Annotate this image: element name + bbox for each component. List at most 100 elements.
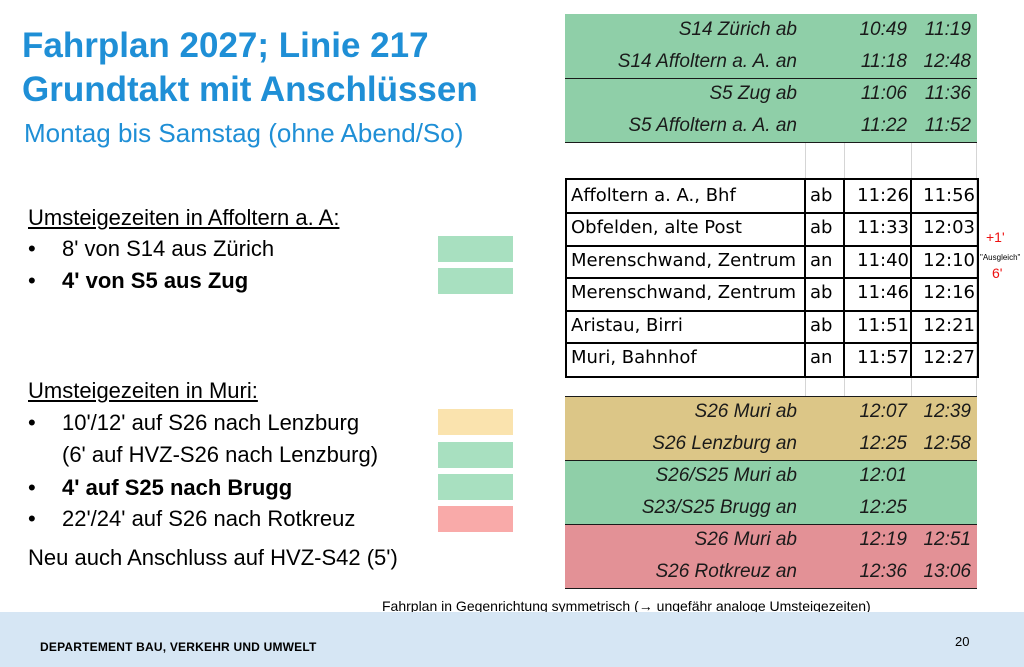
connection-row: S26/S25 Muri ab 12:01 bbox=[565, 460, 977, 492]
connection-row: S26 Muri ab 12:07 12:39 bbox=[565, 396, 977, 428]
time-2: 12:51 bbox=[923, 529, 971, 550]
yellow-swatch bbox=[438, 409, 513, 435]
time-1: 11:06 bbox=[860, 83, 907, 104]
bus-row: Muri, Bahnhof an 11:57 12:27 bbox=[567, 342, 979, 374]
time-2: 11:56 bbox=[923, 185, 975, 206]
muri-item-brugg: 4' auf S25 nach Brugg bbox=[62, 475, 293, 500]
new-connection-note: Neu auch Anschluss auf HVZ-S42 (5') bbox=[28, 545, 398, 570]
time-1: 11:33 bbox=[857, 217, 909, 238]
band-s26-rotkreuz bbox=[565, 524, 977, 588]
direction: ab bbox=[810, 217, 833, 238]
connection-row: S23/S25 Brugg an 12:25 bbox=[565, 492, 977, 524]
time-1: 11:18 bbox=[860, 51, 907, 72]
time-1: 12:19 bbox=[859, 529, 907, 550]
muri-item-lenzburg: 10'/12' auf S26 nach Lenzburg bbox=[62, 410, 360, 435]
stop-name: Merenschwand, Zentrum bbox=[571, 250, 797, 271]
time-2: 13:06 bbox=[923, 561, 971, 582]
band-s25-brugg bbox=[565, 460, 977, 524]
six-minutes-note: 6' bbox=[992, 265, 1003, 281]
time-2: 11:36 bbox=[924, 83, 971, 104]
green-swatch bbox=[438, 268, 513, 294]
page-title-line-2: Grundtakt mit Anschlüssen bbox=[22, 70, 478, 109]
department-label: DEPARTEMENT BAU, VERKEHR UND UMWELT bbox=[40, 640, 317, 654]
muri-item-hvz-lenzburg: (6' auf HVZ-S26 nach Lenzburg) bbox=[62, 442, 379, 467]
connection-label: S26 Lenzburg an bbox=[652, 433, 797, 454]
bullet-icon: • bbox=[28, 475, 36, 500]
direction: an bbox=[810, 250, 833, 271]
connection-label: S26 Muri ab bbox=[694, 529, 797, 550]
green-swatch bbox=[438, 442, 513, 468]
bullet-icon: • bbox=[28, 268, 36, 293]
time-2: 12:58 bbox=[923, 433, 971, 454]
ausgleich-note: "Ausgleich" bbox=[980, 253, 1021, 262]
stop-name: Muri, Bahnhof bbox=[571, 347, 697, 368]
time-2: 11:19 bbox=[924, 19, 971, 40]
band-s5 bbox=[565, 78, 977, 142]
bus-timetable: Affoltern a. A., Bhf ab 11:26 11:56 Obfe… bbox=[565, 178, 979, 378]
plus-one-note: +1' bbox=[986, 229, 1005, 245]
affoltern-item-s14: 8' von S14 aus Zürich bbox=[62, 236, 275, 261]
bus-row: Merenschwand, Zentrum ab 11:46 12:16 bbox=[567, 277, 979, 309]
muri-heading: Umsteigezeiten in Muri: bbox=[28, 378, 258, 403]
time-2: 12:27 bbox=[923, 347, 975, 368]
direction: an bbox=[810, 347, 833, 368]
connection-label: S14 Affoltern a. A. an bbox=[617, 51, 797, 72]
connection-label: S14 Zürich ab bbox=[678, 19, 797, 40]
band-s26-lenzburg bbox=[565, 396, 977, 460]
bus-row: Aristau, Birri ab 11:51 12:21 bbox=[567, 310, 979, 342]
band-s14 bbox=[565, 14, 977, 78]
bus-row: Obfelden, alte Post ab 11:33 12:03 bbox=[567, 212, 979, 244]
direction: ab bbox=[810, 315, 833, 336]
connection-row: S14 Zürich ab 10:49 11:19 bbox=[565, 14, 977, 46]
time-1: 11:57 bbox=[857, 347, 909, 368]
time-2: 12:16 bbox=[923, 282, 975, 303]
direction: ab bbox=[810, 185, 833, 206]
green-swatch bbox=[438, 474, 513, 500]
page-number: 20 bbox=[955, 634, 970, 649]
time-1: 12:25 bbox=[859, 433, 907, 454]
green-swatch bbox=[438, 236, 513, 262]
time-1: 12:01 bbox=[859, 465, 907, 486]
connection-label: S5 Zug ab bbox=[709, 83, 797, 104]
bullet-icon: • bbox=[28, 236, 36, 261]
connection-row: S5 Zug ab 11:06 11:36 bbox=[565, 78, 977, 110]
red-swatch bbox=[438, 506, 513, 532]
time-2: 12:39 bbox=[923, 401, 971, 422]
page-subtitle: Montag bis Samstag (ohne Abend/So) bbox=[24, 118, 464, 148]
stop-name: Aristau, Birri bbox=[571, 315, 683, 336]
time-1: 11:40 bbox=[857, 250, 909, 271]
time-2: 12:48 bbox=[923, 51, 971, 72]
stop-name: Affoltern a. A., Bhf bbox=[571, 185, 736, 206]
direction: ab bbox=[810, 282, 833, 303]
time-1: 11:26 bbox=[857, 185, 909, 206]
timetable: S14 Zürich ab 10:49 11:19 S14 Affoltern … bbox=[565, 14, 979, 589]
stop-name: Obfelden, alte Post bbox=[571, 217, 742, 238]
time-1: 12:36 bbox=[859, 561, 907, 582]
footnote: Fahrplan in Gegenrichtung symmetrisch (→… bbox=[382, 598, 871, 614]
connection-label: S5 Affoltern a. A. an bbox=[628, 115, 797, 136]
time-2: 12:21 bbox=[923, 315, 975, 336]
connection-row: S26 Rotkreuz an 12:36 13:06 bbox=[565, 556, 977, 588]
bus-row: Affoltern a. A., Bhf ab 11:26 11:56 bbox=[567, 180, 979, 212]
footer bbox=[0, 612, 1024, 667]
time-1: 11:22 bbox=[860, 115, 907, 136]
bullet-icon: • bbox=[28, 410, 36, 435]
time-2: 12:03 bbox=[923, 217, 975, 238]
bullet-icon: • bbox=[28, 506, 36, 531]
connection-row: S5 Affoltern a. A. an 11:22 11:52 bbox=[565, 110, 977, 142]
affoltern-heading: Umsteigezeiten in Affoltern a. A: bbox=[28, 205, 340, 230]
time-1: 10:49 bbox=[859, 19, 907, 40]
stop-name: Merenschwand, Zentrum bbox=[571, 282, 797, 303]
connection-row: S26 Muri ab 12:19 12:51 bbox=[565, 524, 977, 556]
bus-row: Merenschwand, Zentrum an 11:40 12:10 bbox=[567, 245, 979, 277]
time-1: 12:25 bbox=[859, 497, 907, 518]
time-1: 12:07 bbox=[859, 401, 907, 422]
connection-label: S26 Rotkreuz an bbox=[655, 561, 797, 582]
connection-row: S26 Lenzburg an 12:25 12:58 bbox=[565, 428, 977, 460]
affoltern-item-s5: 4' von S5 aus Zug bbox=[62, 268, 249, 293]
time-1: 11:51 bbox=[857, 315, 909, 336]
time-1: 11:46 bbox=[857, 282, 909, 303]
time-2: 11:52 bbox=[924, 115, 971, 136]
connection-label: S26 Muri ab bbox=[694, 401, 797, 422]
page-title-line-1: Fahrplan 2027; Linie 217 bbox=[22, 26, 429, 65]
